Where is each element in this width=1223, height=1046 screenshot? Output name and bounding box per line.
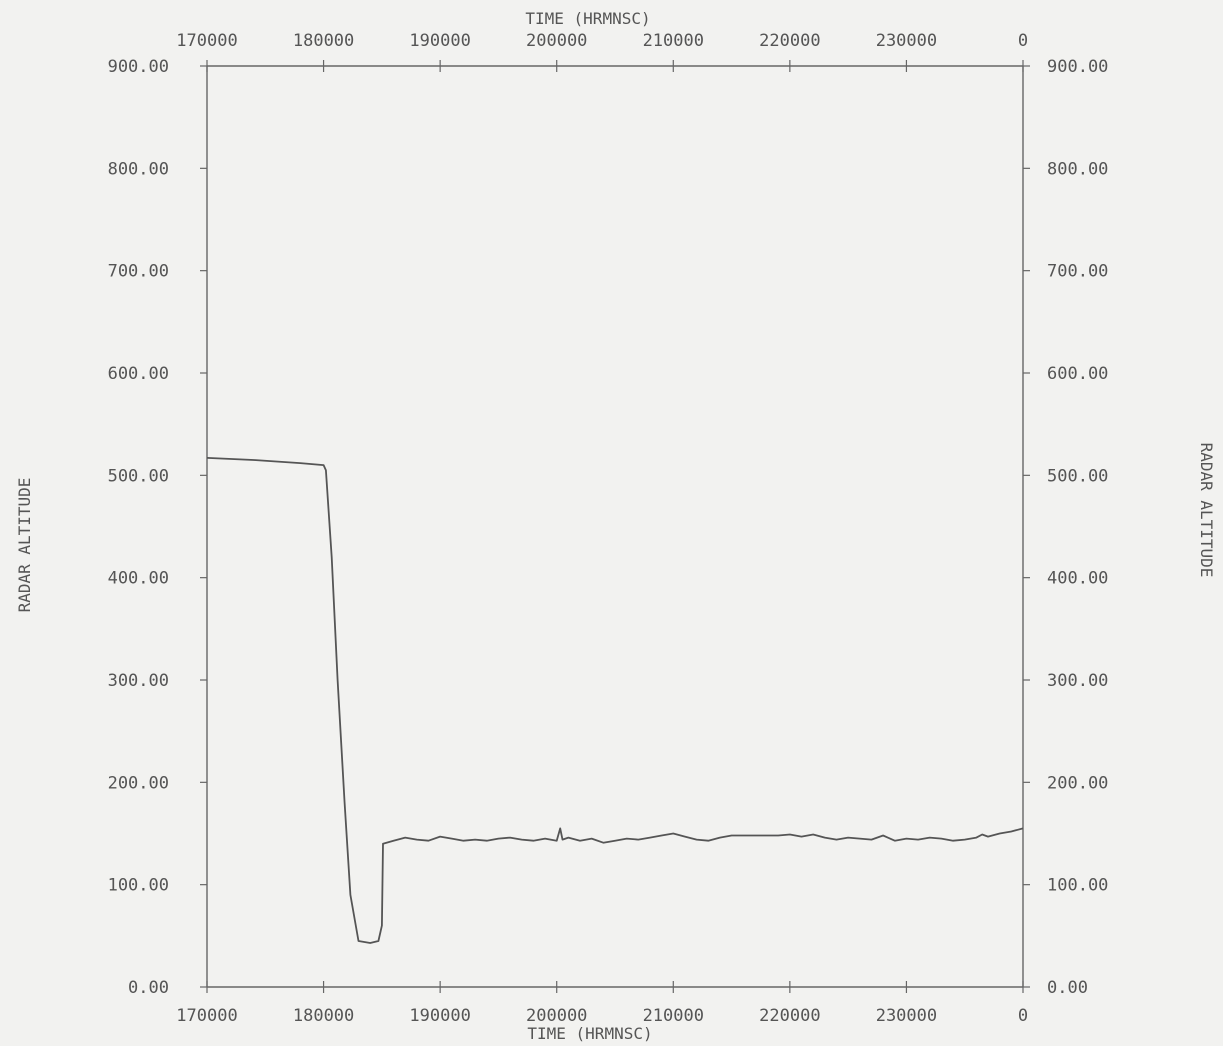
- bottom-x-tick-label: 170000: [176, 1006, 237, 1026]
- top-axis-title: TIME (HRMNSC): [525, 9, 650, 28]
- right-y-tick-label: 600.00: [1047, 364, 1108, 384]
- left-y-tick-label: 400.00: [108, 569, 169, 589]
- right-y-tick-label: 900.00: [1047, 57, 1108, 77]
- left-y-tick-label: 200.00: [108, 773, 169, 793]
- right-y-tick-label: 400.00: [1047, 569, 1108, 589]
- top-x-tick-label: 210000: [643, 31, 704, 51]
- left-y-tick-label: 700.00: [108, 262, 169, 282]
- bottom-x-tick-label: 0: [1018, 1006, 1028, 1026]
- left-y-tick-label: 500.00: [108, 466, 169, 486]
- top-x-tick-label: 190000: [409, 31, 470, 51]
- top-x-tick-label: 170000: [176, 31, 237, 51]
- series-line-radar-altitude: [206, 457, 1024, 944]
- left-y-tick-label: 800.00: [108, 159, 169, 179]
- bottom-x-tick-label: 190000: [409, 1006, 470, 1026]
- left-y-tick-label: 300.00: [108, 671, 169, 691]
- bottom-x-tick-label: 210000: [643, 1006, 704, 1026]
- top-x-tick-label: 230000: [876, 31, 937, 51]
- bottom-x-tick-label: 200000: [526, 1006, 587, 1026]
- right-y-axis: 0.00 100.00 200.00 300.00 400.00 500.00 600.00…: [1023, 57, 1108, 998]
- right-y-tick-label: 0.00: [1047, 978, 1088, 998]
- bottom-x-axis: 170000 180000 190000 200000 210000 220000 2300…: [176, 981, 1028, 1026]
- left-y-tick-label: 100.00: [108, 876, 169, 896]
- top-x-tick-label: 200000: [526, 31, 587, 51]
- bottom-x-tick-label: 230000: [876, 1006, 937, 1026]
- left-y-tick-label: 0.00: [128, 978, 169, 998]
- bottom-axis-title: TIME (HRMNSC): [527, 1024, 652, 1043]
- right-y-tick-label: 800.00: [1047, 159, 1108, 179]
- right-y-tick-label: 700.00: [1047, 262, 1108, 282]
- left-y-axis-title: RADAR ALTITUDE: [15, 478, 34, 613]
- top-x-tick-label: 220000: [759, 31, 820, 51]
- right-y-tick-label: 200.00: [1047, 773, 1108, 793]
- plot-frame: [206, 65, 1024, 988]
- top-x-axis: 170000 180000 190000 200000 210000 220000 2300…: [176, 31, 1028, 72]
- left-y-tick-label: 600.00: [108, 364, 169, 384]
- bottom-x-tick-label: 180000: [293, 1006, 354, 1026]
- series-layer: [206, 457, 1024, 944]
- right-y-tick-label: 100.00: [1047, 876, 1108, 896]
- top-x-tick-label: 180000: [293, 31, 354, 51]
- left-y-axis: 0.00 100.00 200.00 300.00 400.00 500.00 600.00…: [108, 57, 207, 998]
- bottom-x-tick-label: 220000: [759, 1006, 820, 1026]
- right-y-tick-label: 500.00: [1047, 466, 1108, 486]
- right-y-tick-label: 300.00: [1047, 671, 1108, 691]
- top-x-tick-label: 0: [1018, 31, 1028, 51]
- right-y-axis-title: RADAR ALTITUDE: [1197, 443, 1216, 578]
- left-y-tick-label: 900.00: [108, 57, 169, 77]
